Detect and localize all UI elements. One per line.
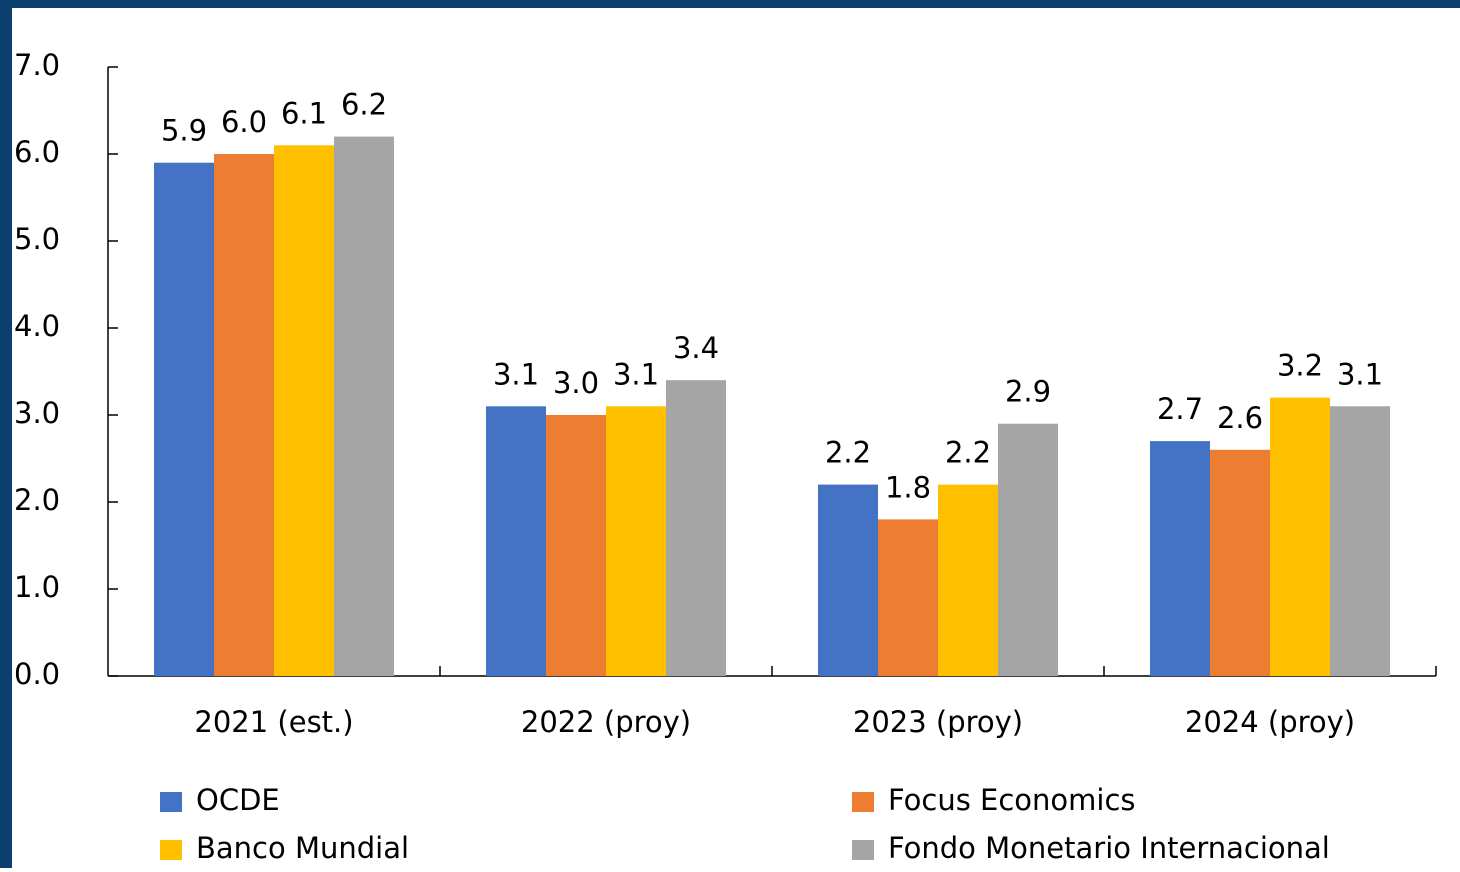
bar <box>1270 397 1330 676</box>
data-label: 2.2 <box>945 436 991 470</box>
y-tick-label: 5.0 <box>14 222 60 256</box>
bar <box>334 136 394 677</box>
y-tick-label: 1.0 <box>14 570 60 604</box>
data-label: 3.1 <box>493 357 539 391</box>
bar <box>998 423 1058 676</box>
bar <box>1330 406 1390 676</box>
data-label: 2.7 <box>1157 392 1203 426</box>
x-tick-label: 2021 (est.) <box>194 705 353 739</box>
y-tick-label: 3.0 <box>14 396 60 430</box>
data-label: 3.2 <box>1277 349 1323 383</box>
x-tick-label: 2022 (proy) <box>521 705 691 739</box>
legend-label: OCDE <box>196 783 280 817</box>
legend-label: Fondo Monetario Internacional <box>888 831 1330 865</box>
data-label: 5.9 <box>161 114 207 148</box>
data-label: 3.1 <box>1337 357 1383 391</box>
data-label: 2.9 <box>1005 375 1051 409</box>
bar <box>878 519 938 676</box>
data-label: 3.1 <box>613 357 659 391</box>
frame-left <box>0 0 12 868</box>
bar <box>154 162 214 676</box>
data-label: 6.1 <box>281 96 327 130</box>
data-label: 3.0 <box>553 366 599 400</box>
bar <box>938 484 998 676</box>
bar <box>274 145 334 677</box>
legend-swatch <box>160 792 182 812</box>
legend-swatch <box>852 840 874 860</box>
bar <box>486 406 546 676</box>
x-tick-label: 2023 (proy) <box>853 705 1023 739</box>
bar <box>1150 441 1210 676</box>
bar <box>214 154 274 676</box>
legend-label: Focus Economics <box>888 783 1136 817</box>
y-tick-label: 0.0 <box>14 657 60 691</box>
data-label: 6.0 <box>221 105 267 139</box>
y-tick-label: 7.0 <box>14 48 60 82</box>
y-tick-label: 6.0 <box>14 135 60 169</box>
data-label: 1.8 <box>885 470 931 504</box>
data-label: 2.6 <box>1217 401 1263 435</box>
x-tick-label: 2024 (proy) <box>1185 705 1355 739</box>
legend-label: Banco Mundial <box>196 831 409 865</box>
data-label: 2.2 <box>825 436 871 470</box>
data-label: 6.2 <box>341 88 387 122</box>
legend-swatch <box>160 840 182 860</box>
bar <box>818 484 878 676</box>
bar <box>666 380 726 676</box>
bar <box>1210 449 1270 676</box>
y-tick-label: 2.0 <box>14 483 60 517</box>
y-tick-label: 4.0 <box>14 309 60 343</box>
bar <box>546 415 606 676</box>
legend-swatch <box>852 792 874 812</box>
data-label: 3.4 <box>673 331 719 365</box>
bar <box>606 406 666 676</box>
frame-top <box>0 0 1460 8</box>
